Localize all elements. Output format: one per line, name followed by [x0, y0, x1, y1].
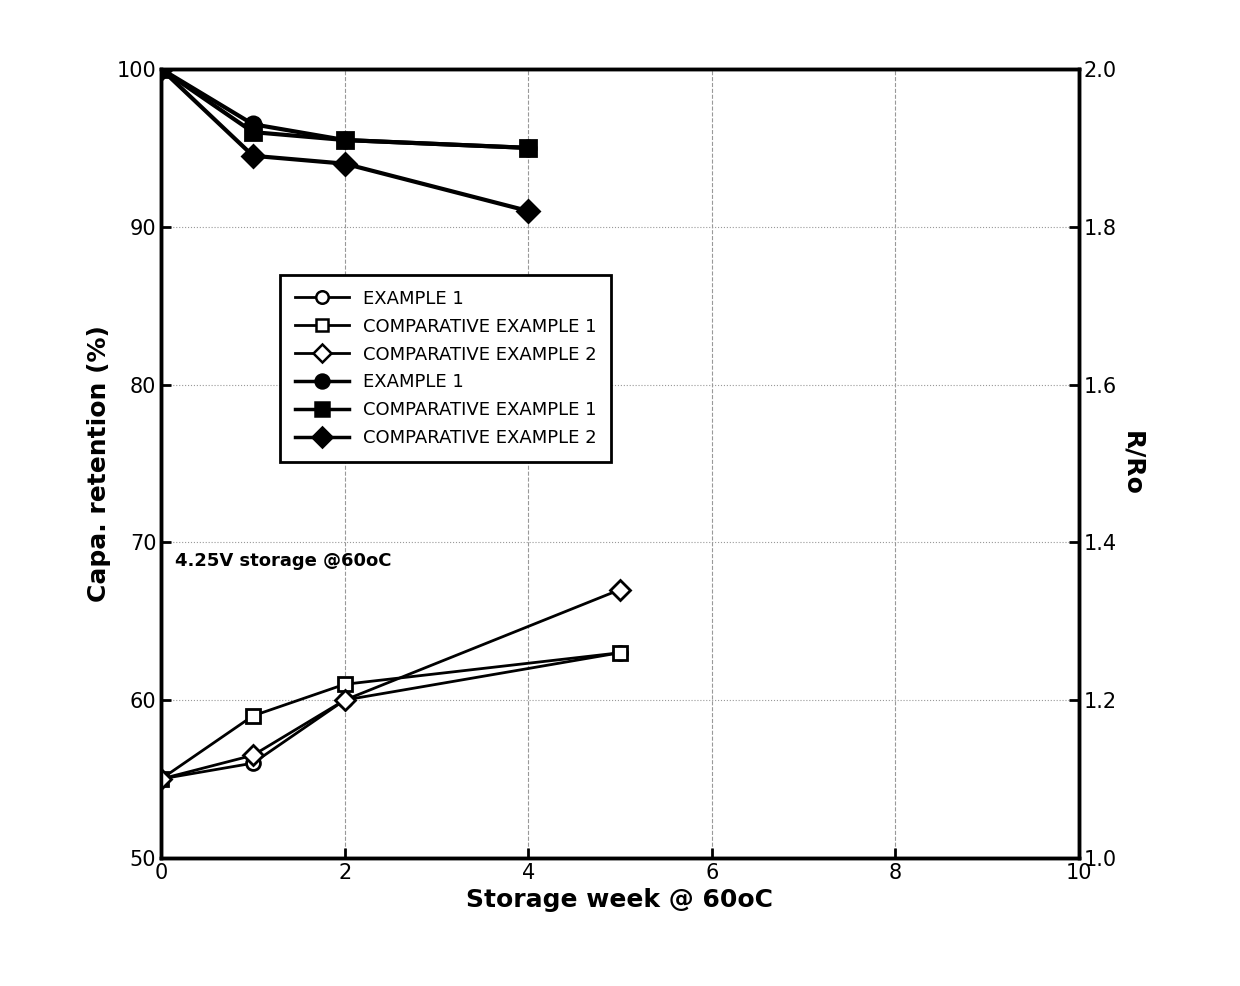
Y-axis label: Capa. retention (%): Capa. retention (%) — [87, 325, 112, 601]
Legend: EXAMPLE 1, COMPARATIVE EXAMPLE 1, COMPARATIVE EXAMPLE 2, EXAMPLE 1, COMPARATIVE : EXAMPLE 1, COMPARATIVE EXAMPLE 1, COMPAR… — [280, 275, 611, 461]
Text: 4.25V storage @60oC: 4.25V storage @60oC — [175, 552, 392, 570]
Y-axis label: R/Ro: R/Ro — [1121, 431, 1145, 496]
X-axis label: Storage week @ 60oC: Storage week @ 60oC — [466, 888, 774, 912]
